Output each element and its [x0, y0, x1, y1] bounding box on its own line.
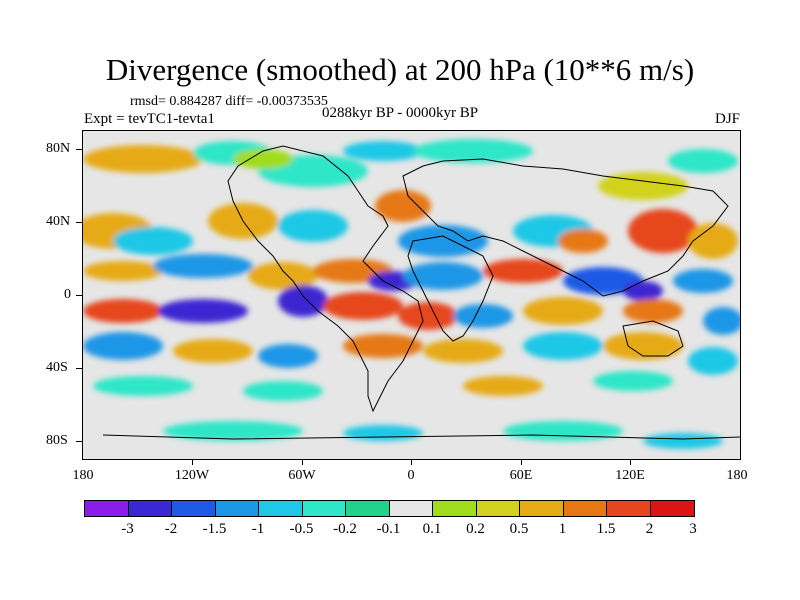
lat-label-40s: 40S [46, 360, 68, 375]
lon-tick [630, 459, 631, 465]
colorbar-label: 3 [689, 521, 697, 537]
colorbar-swatch [85, 501, 129, 516]
lon-tick [521, 459, 522, 465]
map-title: Divergence (smoothed) at 200 hPa (10**6 … [105, 52, 695, 87]
colorbar-swatch [476, 501, 520, 516]
colorbar-swatch [563, 501, 607, 516]
lon-tick [411, 459, 412, 465]
lon-tick [192, 459, 193, 465]
lon-label-60e: 60E [509, 468, 533, 483]
colorbar-label: -0.1 [376, 521, 401, 537]
period-label: 0288kyr BP - 0000kyr BP [322, 105, 479, 121]
colorbar-label: 0.2 [466, 521, 485, 537]
lat-tick [76, 149, 82, 150]
colorbar-swatch [215, 501, 259, 516]
stats-line: rmsd= 0.884287 diff= -0.00373535 [130, 94, 328, 109]
coastlines [102, 145, 740, 440]
map-plot [82, 130, 741, 460]
colorbar-label: 2 [645, 521, 654, 537]
colorbar-label: -0.5 [289, 521, 314, 537]
lat-label-80n: 80N [46, 141, 71, 156]
colorbar-label: -2 [164, 521, 178, 537]
lat-label-0: 0 [64, 287, 71, 302]
colorbar-label: -1 [251, 521, 265, 537]
colorbar-swatch [172, 501, 216, 516]
lat-tick [76, 368, 82, 369]
colorbar-label: 1 [558, 521, 567, 537]
divergence-field [83, 139, 740, 449]
lat-tick [76, 295, 82, 296]
colorbar-swatch [650, 501, 694, 516]
colorbar-label: -3 [121, 521, 134, 537]
colorbar-swatch [520, 501, 564, 516]
experiment-label: Expt = tevTC1-tevta1 [84, 111, 215, 127]
colorbar-label: -0.2 [333, 521, 357, 537]
lon-label-0: 0 [407, 468, 415, 483]
lon-label-180w: 180 [72, 468, 94, 483]
lon-label-60w: 60W [288, 468, 316, 483]
lon-label-120w: 120W [174, 468, 210, 483]
lon-label-120e: 120E [615, 468, 645, 483]
colorbar [84, 500, 695, 517]
colorbar-swatch [302, 501, 346, 516]
season-label: DJF [714, 111, 740, 127]
lat-label-80s: 80S [46, 433, 68, 448]
colorbar-swatch [389, 501, 433, 516]
colorbar-label: 1.5 [596, 521, 616, 537]
colorbar-swatch [259, 501, 303, 516]
colorbar-swatch [128, 501, 172, 516]
colorbar-swatch [607, 501, 651, 516]
lat-label-40n: 40N [46, 214, 71, 229]
lat-tick [76, 441, 82, 442]
colorbar-label: -1.5 [202, 521, 227, 537]
colorbar-swatch [346, 501, 390, 516]
lon-label-180e: 180 [726, 468, 748, 483]
lon-tick [302, 459, 303, 465]
colorbar-label: 0.1 [422, 521, 442, 537]
lat-tick [76, 222, 82, 223]
map-field [83, 131, 740, 459]
colorbar-swatch [433, 501, 477, 516]
colorbar-label: 0.5 [509, 521, 529, 537]
